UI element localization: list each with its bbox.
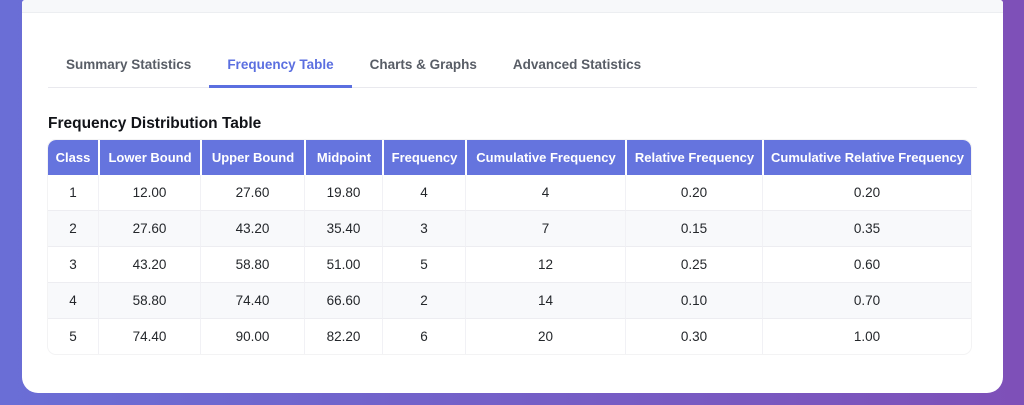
cell-lower-bound: 74.40: [98, 318, 200, 354]
cell-class: 1: [48, 175, 98, 210]
cell-relative-frequency: 0.15: [625, 210, 762, 246]
tab-advanced-statistics[interactable]: Advanced Statistics: [512, 57, 642, 72]
cell-frequency: 4: [382, 175, 465, 210]
cell-frequency: 5: [382, 246, 465, 282]
cell-midpoint: 35.40: [304, 210, 382, 246]
tab-summary-statistics[interactable]: Summary Statistics: [66, 57, 192, 72]
col-header-frequency: Frequency: [382, 140, 465, 175]
cell-relative-frequency: 0.10: [625, 282, 762, 318]
cell-relative-frequency: 0.25: [625, 246, 762, 282]
card-body: Summary Statistics Frequency Table Chart…: [22, 44, 1003, 359]
col-header-cumulative-relative-frequency: Cumulative Relative Frequency: [762, 140, 971, 175]
col-header-class: Class: [48, 140, 98, 175]
cell-class: 3: [48, 246, 98, 282]
cell-midpoint: 51.00: [304, 246, 382, 282]
cell-frequency: 2: [382, 282, 465, 318]
cell-upper-bound: 43.20: [200, 210, 304, 246]
tab-bar: Summary Statistics Frequency Table Chart…: [48, 44, 977, 88]
cell-cumulative-frequency: 12: [465, 246, 625, 282]
col-header-midpoint: Midpoint: [304, 140, 382, 175]
col-header-relative-frequency: Relative Frequency: [625, 140, 762, 175]
cell-upper-bound: 74.40: [200, 282, 304, 318]
cell-cumulative-relative-frequency: 0.20: [762, 175, 971, 210]
cell-upper-bound: 27.60: [200, 175, 304, 210]
cell-relative-frequency: 0.20: [625, 175, 762, 210]
cell-upper-bound: 58.80: [200, 246, 304, 282]
cell-midpoint: 82.20: [304, 318, 382, 354]
tab-frequency-table[interactable]: Frequency Table: [209, 44, 352, 88]
card-top-strip: [22, 0, 1003, 13]
table-row: 3 43.20 58.80 51.00 5 12 0.25 0.60: [48, 246, 971, 282]
cell-lower-bound: 27.60: [98, 210, 200, 246]
section-title: Frequency Distribution Table: [48, 115, 262, 132]
frequency-table: Class Lower Bound Upper Bound Midpoint F…: [48, 140, 971, 354]
col-header-lower-bound: Lower Bound: [98, 140, 200, 175]
cell-upper-bound: 90.00: [200, 318, 304, 354]
cell-lower-bound: 12.00: [98, 175, 200, 210]
cell-frequency: 3: [382, 210, 465, 246]
content-card: Summary Statistics Frequency Table Chart…: [22, 0, 1003, 393]
cell-cumulative-relative-frequency: 0.60: [762, 246, 971, 282]
table-row: 1 12.00 27.60 19.80 4 4 0.20 0.20: [48, 175, 971, 210]
cell-cumulative-frequency: 7: [465, 210, 625, 246]
table-row: 4 58.80 74.40 66.60 2 14 0.10 0.70: [48, 282, 971, 318]
col-header-upper-bound: Upper Bound: [200, 140, 304, 175]
cell-class: 4: [48, 282, 98, 318]
cell-class: 2: [48, 210, 98, 246]
cell-cumulative-frequency: 20: [465, 318, 625, 354]
cell-class: 5: [48, 318, 98, 354]
table-header-row: Class Lower Bound Upper Bound Midpoint F…: [48, 140, 971, 175]
table-row: 2 27.60 43.20 35.40 3 7 0.15 0.35: [48, 210, 971, 246]
cell-cumulative-frequency: 4: [465, 175, 625, 210]
cell-cumulative-relative-frequency: 0.35: [762, 210, 971, 246]
tab-charts-graphs[interactable]: Charts & Graphs: [369, 57, 477, 72]
cell-midpoint: 19.80: [304, 175, 382, 210]
cell-cumulative-relative-frequency: 0.70: [762, 282, 971, 318]
cell-lower-bound: 58.80: [98, 282, 200, 318]
cell-lower-bound: 43.20: [98, 246, 200, 282]
cell-midpoint: 66.60: [304, 282, 382, 318]
cell-cumulative-frequency: 14: [465, 282, 625, 318]
cell-cumulative-relative-frequency: 1.00: [762, 318, 971, 354]
cell-frequency: 6: [382, 318, 465, 354]
cell-relative-frequency: 0.30: [625, 318, 762, 354]
table-row: 5 74.40 90.00 82.20 6 20 0.30 1.00: [48, 318, 971, 354]
col-header-cumulative-frequency: Cumulative Frequency: [465, 140, 625, 175]
